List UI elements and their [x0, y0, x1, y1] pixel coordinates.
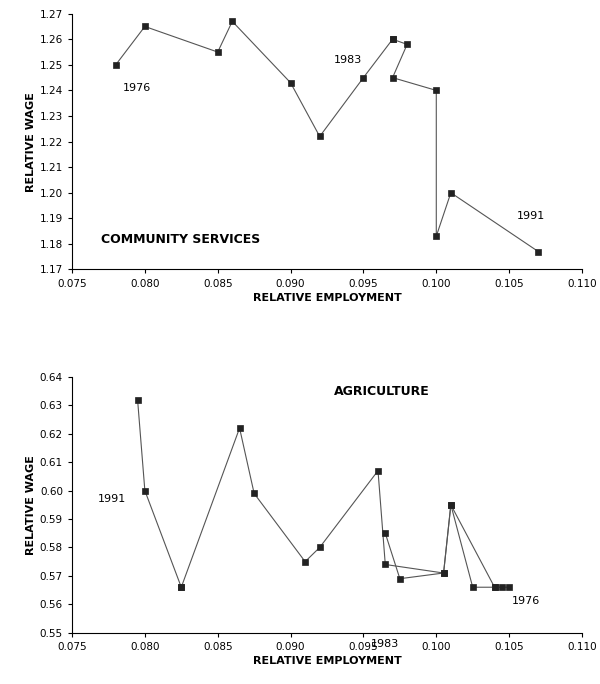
- Text: 1976: 1976: [123, 83, 151, 93]
- Text: 1983: 1983: [334, 55, 362, 65]
- Text: 1991: 1991: [517, 211, 545, 221]
- Text: AGRICULTURE: AGRICULTURE: [334, 385, 430, 399]
- X-axis label: RELATIVE EMPLOYMENT: RELATIVE EMPLOYMENT: [253, 293, 401, 302]
- Text: 1983: 1983: [371, 639, 399, 649]
- Y-axis label: RELATIVE WAGE: RELATIVE WAGE: [26, 92, 35, 192]
- Text: 1991: 1991: [98, 494, 127, 504]
- X-axis label: RELATIVE EMPLOYMENT: RELATIVE EMPLOYMENT: [253, 656, 401, 666]
- Y-axis label: RELATIVE WAGE: RELATIVE WAGE: [26, 455, 35, 555]
- Text: 1976: 1976: [512, 596, 541, 607]
- Text: COMMUNITY SERVICES: COMMUNITY SERVICES: [101, 233, 260, 246]
